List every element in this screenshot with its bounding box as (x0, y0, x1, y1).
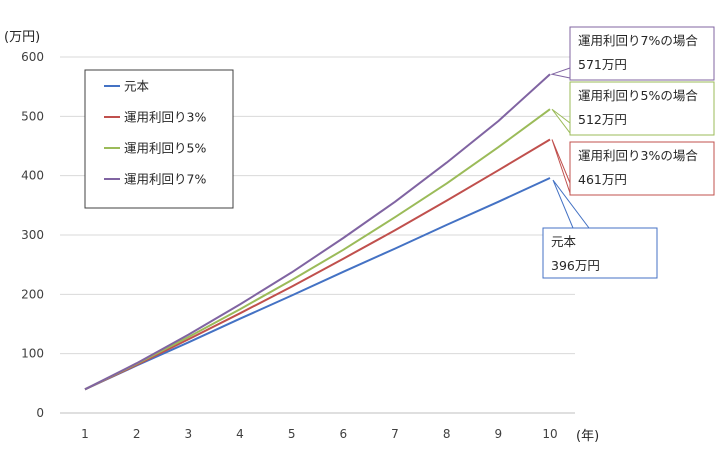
callout-value-3: 396万円 (551, 258, 600, 273)
x-tick-label: 7 (391, 427, 399, 441)
y-tick-label: 400 (21, 169, 44, 183)
y-tick-label: 100 (21, 347, 44, 361)
callout-title-0: 運用利回り7%の場合 (578, 33, 698, 48)
x-tick-label: 4 (236, 427, 244, 441)
legend-label-2: 運用利回り5% (124, 141, 206, 156)
callout-value-0: 571万円 (578, 57, 627, 72)
callout-box-2 (569, 141, 715, 196)
callout-box-0 (569, 26, 715, 81)
x-tick-label: 6 (340, 427, 348, 441)
x-unit-label: (年) (576, 429, 599, 444)
callout-pointer-1 (551, 108, 571, 135)
y-tick-label: 500 (21, 109, 44, 123)
y-unit-label: (万円) (4, 30, 40, 45)
x-tick-label: 9 (495, 427, 503, 441)
legend-box (84, 69, 234, 209)
callout-pointer-0 (550, 67, 571, 79)
y-tick-label: 0 (36, 406, 44, 420)
x-tick-label: 1 (81, 427, 89, 441)
y-tick-label: 200 (21, 287, 44, 301)
callout-box-1 (569, 81, 715, 136)
callout-box-3 (542, 227, 658, 279)
y-tick-label: 300 (21, 228, 44, 242)
x-tick-label: 5 (288, 427, 296, 441)
legend-label-3: 運用利回り7% (124, 172, 206, 187)
x-tick-label: 3 (185, 427, 193, 441)
callout-title-2: 運用利回り3%の場合 (578, 148, 698, 163)
legend-label-1: 運用利回り3% (124, 110, 206, 125)
series-line-0 (84, 177, 551, 391)
series-line-1 (84, 138, 551, 391)
x-tick-label: 2 (133, 427, 141, 441)
y-tick-label: 600 (21, 50, 44, 64)
series-line-3 (84, 73, 551, 391)
callout-value-1: 512万円 (578, 112, 627, 127)
callout-value-2: 461万円 (578, 172, 627, 187)
callout-title-1: 運用利回り5%の場合 (578, 88, 698, 103)
x-tick-label: 10 (542, 427, 557, 441)
x-tick-label: 8 (443, 427, 451, 441)
legend-label-0: 元本 (124, 79, 150, 94)
series-line-2 (84, 108, 551, 391)
callout-title-3: 元本 (551, 234, 577, 249)
